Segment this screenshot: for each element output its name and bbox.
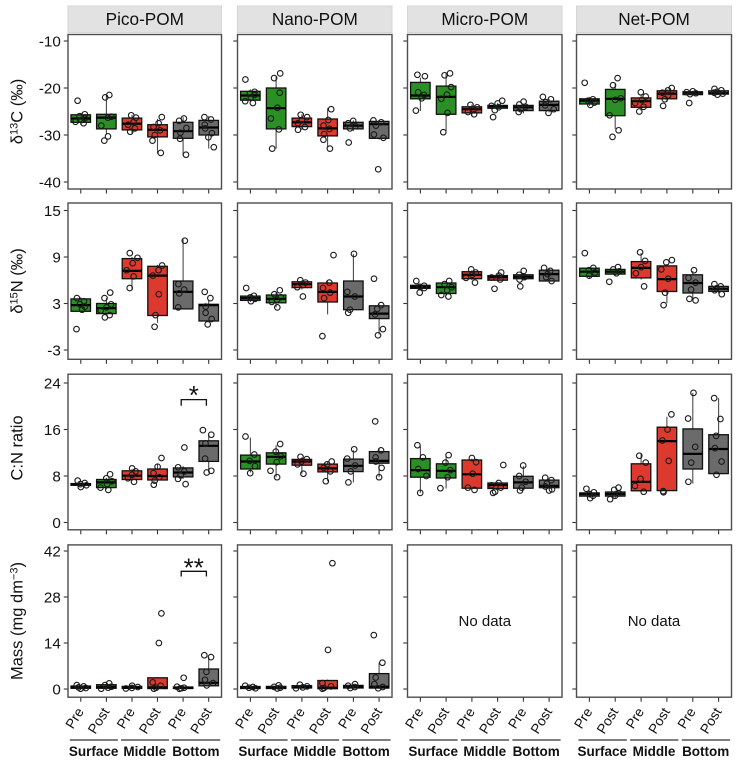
svg-text:*: * — [189, 380, 199, 410]
svg-text:Bottom: Bottom — [682, 744, 729, 759]
svg-text:C:N ratio: C:N ratio — [9, 415, 27, 480]
svg-text:42: 42 — [44, 543, 61, 560]
svg-text:15: 15 — [44, 203, 61, 220]
svg-text:Middle: Middle — [123, 744, 166, 759]
svg-text:No data: No data — [459, 613, 512, 630]
svg-text:0: 0 — [52, 515, 60, 532]
svg-text:Bottom: Bottom — [343, 744, 390, 759]
svg-text:Bottom: Bottom — [513, 744, 560, 759]
svg-text:Nano-POM: Nano-POM — [272, 9, 358, 29]
svg-text:-3: -3 — [47, 342, 61, 359]
svg-text:-10: -10 — [39, 33, 61, 50]
svg-text:Surface: Surface — [238, 744, 288, 759]
svg-text:Middle: Middle — [633, 744, 676, 759]
svg-text:No data: No data — [628, 613, 681, 630]
svg-text:8: 8 — [52, 468, 60, 485]
svg-text:0: 0 — [52, 681, 60, 698]
svg-text:Bottom: Bottom — [172, 744, 219, 759]
svg-text:Middle: Middle — [293, 744, 336, 759]
svg-text:3: 3 — [52, 296, 60, 313]
svg-text:16: 16 — [44, 422, 61, 439]
svg-text:**: ** — [184, 553, 204, 583]
svg-text:Net-POM: Net-POM — [618, 9, 690, 29]
svg-text:24: 24 — [44, 375, 61, 392]
svg-text:Middle: Middle — [463, 744, 506, 759]
svg-text:Surface: Surface — [69, 744, 119, 759]
svg-text:-30: -30 — [39, 127, 61, 144]
svg-text:Micro-POM: Micro-POM — [441, 9, 528, 29]
svg-text:Pico-POM: Pico-POM — [106, 9, 184, 29]
svg-text:9: 9 — [52, 249, 60, 266]
svg-text:Surface: Surface — [578, 744, 628, 759]
svg-text:-20: -20 — [39, 80, 61, 97]
svg-text:28: 28 — [44, 589, 61, 606]
svg-text:Mass (mg dm−3): Mass (mg dm−3) — [9, 562, 27, 680]
svg-text:-40: -40 — [39, 174, 61, 191]
svg-text:14: 14 — [44, 635, 61, 652]
svg-text:Surface: Surface — [408, 744, 458, 759]
